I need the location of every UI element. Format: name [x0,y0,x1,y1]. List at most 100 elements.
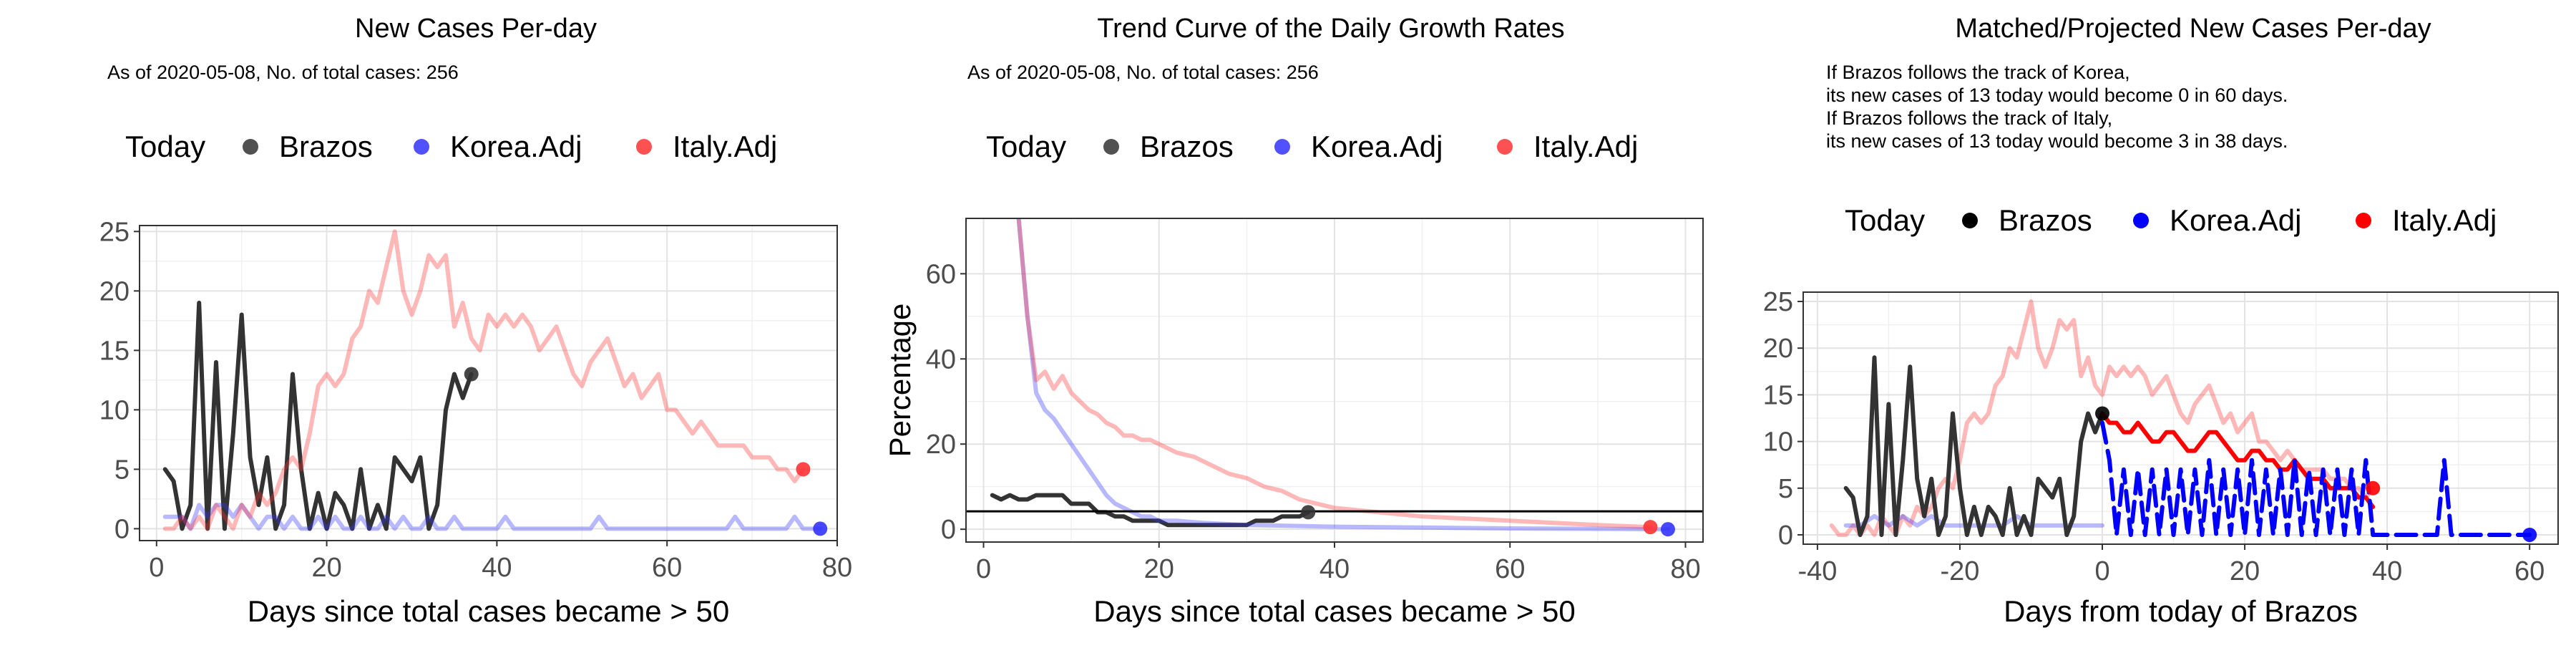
legend-title: Today [986,130,1066,163]
legend: Today Brazos Korea.Adj Italy.Adj [125,130,777,163]
legend-key [243,139,258,155]
series-line-korea-adj [1016,218,1670,532]
legend-key [1274,139,1290,155]
chart-panel-3: Matched/Projected New Cases Per-day If Br… [1763,14,2559,628]
legend-key [1497,139,1513,155]
series-line-korea-adj-matched [1843,513,2104,528]
plot-area [162,229,823,531]
legend-label: Brazos [1140,130,1234,163]
legend-key [414,139,429,155]
series-line-italy-adj [1016,218,1653,530]
annotation-line: If Brazos follows the track of Italy, [1826,107,2112,129]
chart-title: Matched/Projected New Cases Per-day [1955,14,2431,44]
legend-title: Today [1845,203,1925,237]
x-tick-label: 80 [1670,554,1700,584]
y-tick-label: 20 [926,430,956,460]
series-line-brazos [1843,355,2104,537]
x-tick-label: 40 [482,553,512,583]
panel-border [139,225,838,541]
x-tick-label: 0 [976,554,991,584]
today-point-brazos [464,367,479,382]
y-tick-label: 25 [99,217,130,247]
legend-label: Italy.Adj [673,130,777,163]
x-axis-label: Days since total cases became > 50 [248,594,730,628]
today-point-italy-adj [1643,520,1658,535]
legend-label: Korea.Adj [1311,130,1443,163]
chart-subtitle: As of 2020-05-08, No. of total cases: 25… [107,62,459,83]
legend-label: Italy.Adj [1533,130,1638,163]
legend-key [636,139,652,155]
x-tick-label: 60 [652,553,682,583]
today-point-korea-adj [813,521,828,536]
x-tick-label: 0 [149,553,164,583]
annotation-line: its new cases of 13 today would become 3… [1826,130,2288,152]
y-tick-label: 20 [1763,334,1793,364]
series-line-korea-adj [162,503,823,531]
plot-area [1829,299,2532,537]
y-tick-label: 10 [99,395,130,425]
legend-key [2356,213,2371,228]
x-tick-label: 20 [2230,556,2260,586]
x-tick-label: 40 [1319,554,1350,584]
y-tick-label: 5 [1778,474,1793,504]
chart-title: New Cases Per-day [355,14,597,44]
panel-border [1802,291,2559,545]
y-axis-label: Percentage [883,304,917,458]
x-tick-label: 0 [2094,556,2109,586]
y-tick-label: 0 [941,515,956,545]
x-tick-label: -40 [1797,556,1837,586]
series-line-korea-adj-projected [2100,420,2532,537]
legend-label: Korea.Adj [2170,203,2301,237]
x-tick-label: -20 [1941,556,1980,586]
today-point-brazos [2095,406,2110,421]
legend-key [1103,139,1119,155]
today-point-italy-adj [796,462,811,477]
annotation-line: If Brazos follows the track of Korea, [1826,62,2130,83]
series-line-brazos [162,300,474,531]
x-axis-label: Days from today of Brazos [2004,594,2358,628]
legend: Today Brazos Korea.Adj Italy.Adj [1845,203,2497,237]
grid [1803,292,2558,544]
series-line-brazos [990,493,1311,528]
legend-label: Italy.Adj [2392,203,2497,237]
y-tick-label: 15 [99,336,130,366]
chart-panel-2: Trend Curve of the Daily Growth Rates As … [883,14,1704,628]
y-tick-label: 60 [926,259,956,289]
x-tick-label: 20 [311,553,341,583]
plot-area [990,218,1670,532]
legend-key [1962,213,1978,228]
x-tick-label: 80 [822,553,852,583]
x-tick-label: 60 [1495,554,1525,584]
chart-panel-1: New Cases Per-day As of 2020-05-08, No. o… [99,14,852,628]
x-axis-label: Days since total cases became > 50 [1093,594,1576,628]
chart-subtitle: As of 2020-05-08, No. of total cases: 25… [967,62,1319,83]
y-tick-label: 25 [1763,287,1793,317]
legend-label: Brazos [279,130,373,163]
legend-label: Brazos [1999,203,2092,237]
y-tick-label: 10 [1763,427,1793,458]
today-point-brazos [1301,505,1316,520]
chart-title: Trend Curve of the Daily Growth Rates [1097,14,1564,44]
today-point-italy-adj [2366,480,2381,495]
legend: Today Brazos Korea.Adj Italy.Adj [986,130,1638,163]
x-tick-label: 20 [1144,554,1174,584]
y-tick-label: 5 [114,455,130,485]
series-line-italy-adj-projected [2100,411,2376,509]
y-tick-label: 0 [1778,521,1793,551]
today-point-korea-adj [2522,527,2537,542]
y-tick-label: 40 [926,344,956,374]
y-tick-label: 15 [1763,380,1793,410]
x-tick-label: 60 [2514,556,2545,586]
y-tick-label: 20 [99,276,130,306]
x-tick-label: 40 [2372,556,2402,586]
legend-key [2133,213,2149,228]
annotation-line: its new cases of 13 today would become 0… [1826,84,2288,106]
series-line-italy-adj [162,229,806,531]
y-tick-label: 0 [114,514,130,544]
grid [966,218,1703,542]
legend-title: Today [125,130,205,163]
today-point-korea-adj [1660,522,1675,537]
legend-label: Korea.Adj [450,130,582,163]
